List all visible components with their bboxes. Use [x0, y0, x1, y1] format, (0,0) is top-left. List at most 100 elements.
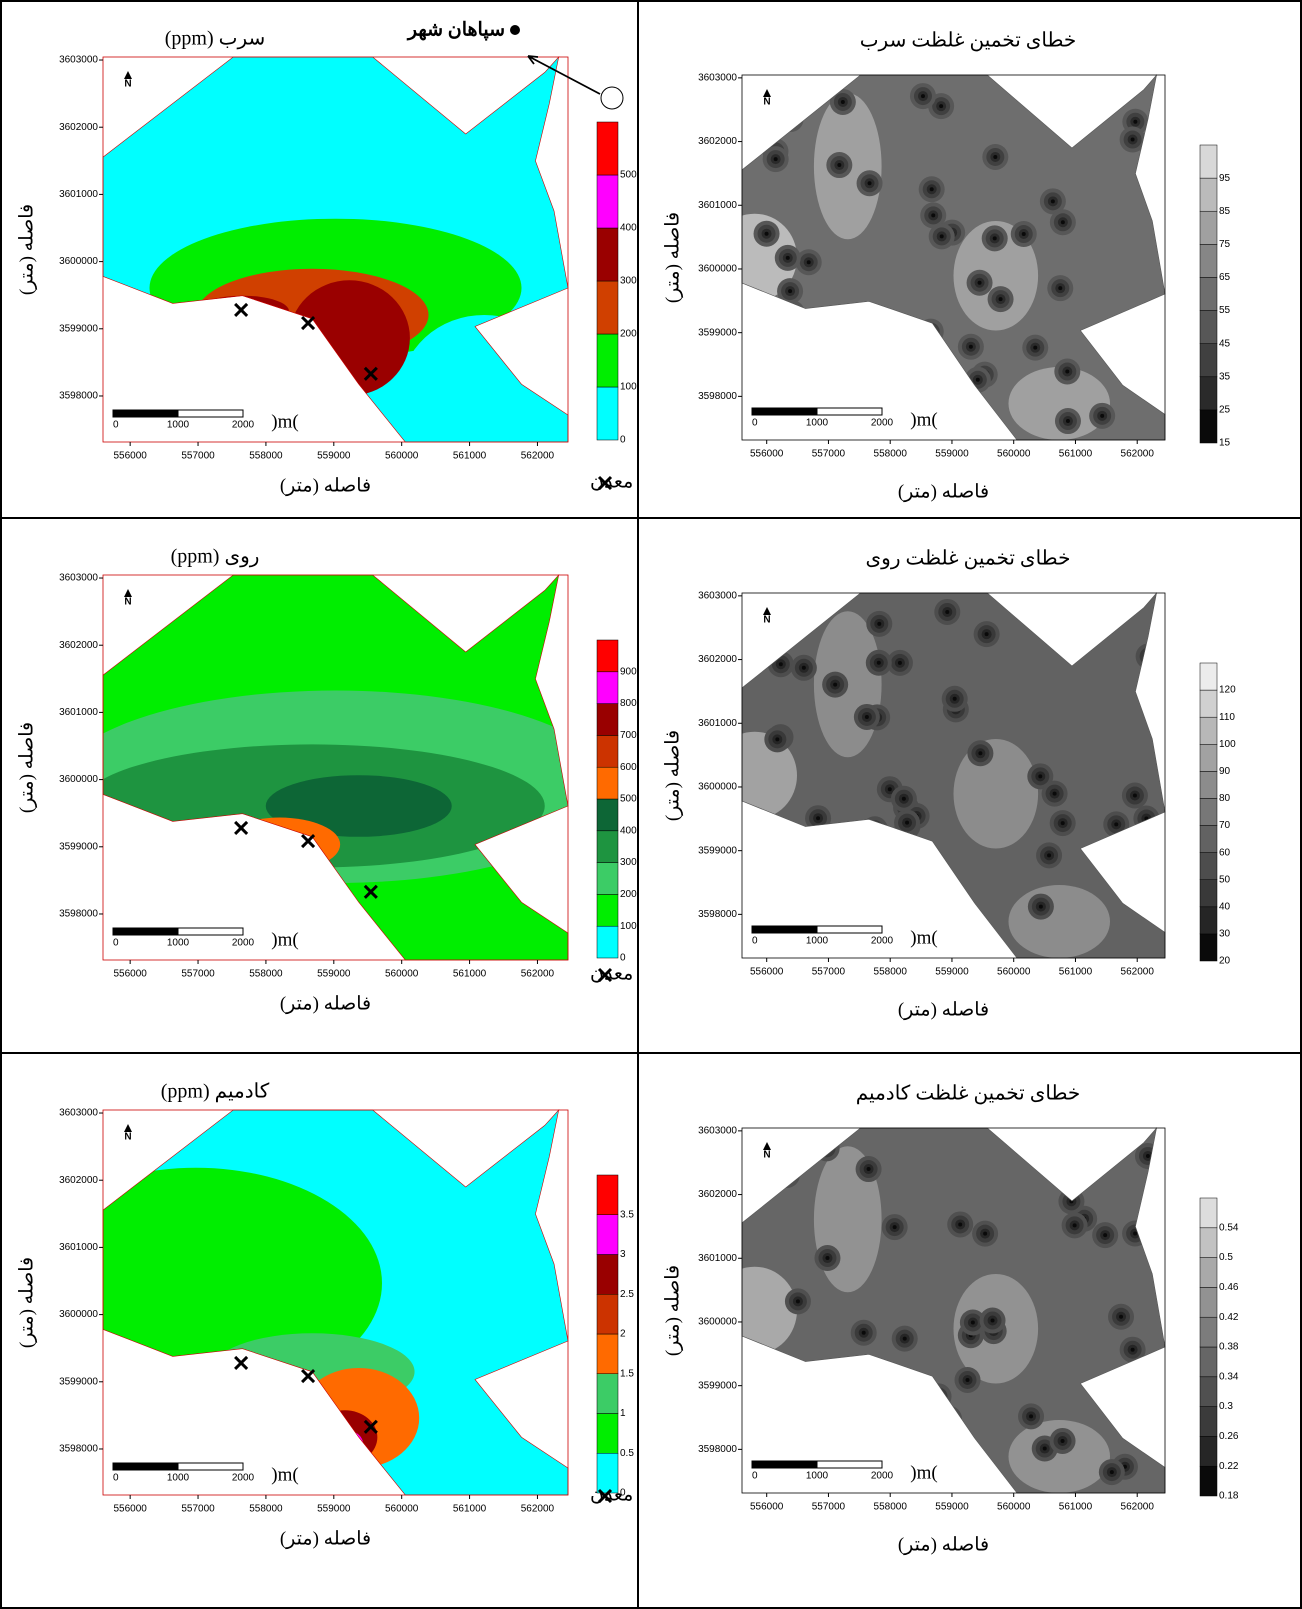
- x-tick-label: 561000: [453, 1504, 487, 1515]
- contour-spot: [775, 737, 780, 742]
- legend-swatch: [1199, 244, 1218, 278]
- legend-swatch: [596, 735, 619, 768]
- scale-unit: )m(: [910, 1462, 937, 1483]
- scale-bar-white: [816, 1460, 883, 1469]
- contour-spot: [830, 832, 841, 843]
- mine-legend-label: معدن: [590, 471, 633, 492]
- contour-spot: [959, 913, 986, 940]
- contour-spot: [833, 835, 838, 840]
- contour-spot: [840, 99, 845, 104]
- contour-spot: [1058, 286, 1063, 291]
- legend-swatch: [1199, 144, 1218, 179]
- contour-spot: [782, 1427, 809, 1454]
- legend-label: 85: [1219, 206, 1231, 217]
- mine-marker: [363, 366, 378, 381]
- scale-bar-white: [177, 409, 244, 418]
- contour-spot: [1133, 119, 1138, 124]
- mine-marker: [234, 820, 249, 836]
- x-axis-label: فاصله (متر): [280, 1528, 371, 1549]
- x-tick-label: 562000: [521, 1504, 555, 1515]
- city-label: سپاهان شهر: [406, 19, 505, 40]
- y-tick-label: 3598000: [698, 391, 737, 402]
- contour-spot: [1060, 220, 1065, 225]
- contour-spot: [839, 375, 858, 394]
- x-tick-label: 556000: [113, 451, 147, 462]
- contour-spot: [977, 280, 982, 285]
- map-area: [103, 57, 568, 442]
- contour-spot: [764, 231, 769, 236]
- contour-zone: [326, 1452, 345, 1469]
- contour-spot: [1047, 853, 1052, 858]
- contour-zone: [289, 280, 410, 396]
- y-tick-label: 3602000: [698, 136, 737, 147]
- legend-label: 1: [620, 1408, 626, 1419]
- contour-spot: [784, 1172, 789, 1177]
- contour-spot: [836, 1386, 863, 1413]
- legend-swatch: [596, 894, 619, 927]
- north-arrow: [124, 71, 132, 79]
- contour-spot: [1078, 102, 1089, 113]
- contour-spot: [958, 1222, 963, 1227]
- contour-spot: [803, 917, 808, 922]
- contour-spot: [965, 1377, 970, 1382]
- contour-spot: [835, 1390, 862, 1417]
- y-axis-label: فاصله (متر): [16, 204, 37, 295]
- contour-zone: [312, 1410, 378, 1465]
- scale-label: 1000: [167, 420, 190, 431]
- x-axis-label: فاصله (متر): [280, 993, 371, 1014]
- contour-spot: [825, 1256, 830, 1261]
- contour-spot: [908, 1405, 927, 1424]
- scale-label: 1000: [806, 1471, 829, 1482]
- y-tick-label: 3598000: [59, 1444, 98, 1455]
- contour-spot: [939, 1409, 958, 1428]
- contour-spot: [785, 114, 796, 125]
- x-tick-label: 561000: [453, 969, 487, 980]
- legend-label: 400: [620, 223, 637, 234]
- map-title: خطای تخمین غلظت روی: [866, 548, 1071, 570]
- y-tick-label: 3602000: [59, 640, 98, 651]
- map-area: [742, 1128, 1165, 1493]
- legend-label: 100: [620, 382, 637, 393]
- contour-spot: [992, 236, 997, 241]
- contour-spot: [782, 1378, 787, 1383]
- scale-label: 0: [752, 936, 758, 947]
- y-tick-label: 3600000: [698, 782, 737, 793]
- contour-spot: [826, 828, 845, 847]
- legend-swatch: [596, 703, 619, 736]
- legend-label: 200: [620, 329, 637, 340]
- legend-swatch: [1199, 1316, 1218, 1348]
- map-title: سرب (ppm): [165, 28, 266, 50]
- contour-spot: [839, 1394, 858, 1413]
- y-tick-label: 3600000: [59, 774, 98, 785]
- plot-frame: [741, 74, 1166, 441]
- x-axis-label: فاصله (متر): [898, 999, 989, 1020]
- contour-spot: [1114, 839, 1125, 850]
- contour-spot: [866, 1167, 871, 1172]
- contour-spot: [984, 632, 989, 637]
- contour-spot: [857, 390, 876, 409]
- north-arrow: [124, 1124, 132, 1132]
- mine-marker: [234, 302, 249, 318]
- x-tick-label: 559000: [317, 451, 351, 462]
- x-tick-label: 560000: [997, 967, 1031, 978]
- scale-bar-black: [751, 925, 818, 934]
- legend-swatch: [596, 1413, 619, 1454]
- contour-spot: [869, 824, 880, 835]
- contour-spot: [936, 1438, 955, 1457]
- contour-spot: [843, 1422, 854, 1433]
- contour-spot: [1103, 1233, 1108, 1238]
- legend-swatch: [1199, 1227, 1218, 1258]
- contour-spot: [1058, 604, 1077, 623]
- north-label: N: [124, 597, 131, 608]
- contour-spot: [1081, 105, 1086, 110]
- legend-label: 45: [1219, 338, 1231, 349]
- contour-spot: [831, 323, 858, 350]
- contour-spot: [926, 878, 953, 905]
- contour-spot: [1065, 611, 1070, 616]
- contour-spot: [875, 1434, 886, 1445]
- scale-label: 0: [113, 1473, 119, 1484]
- north-label: N: [763, 615, 770, 626]
- contour-spot: [865, 820, 884, 839]
- contour-spot: [1145, 1153, 1150, 1158]
- scale-label: 0: [752, 418, 758, 429]
